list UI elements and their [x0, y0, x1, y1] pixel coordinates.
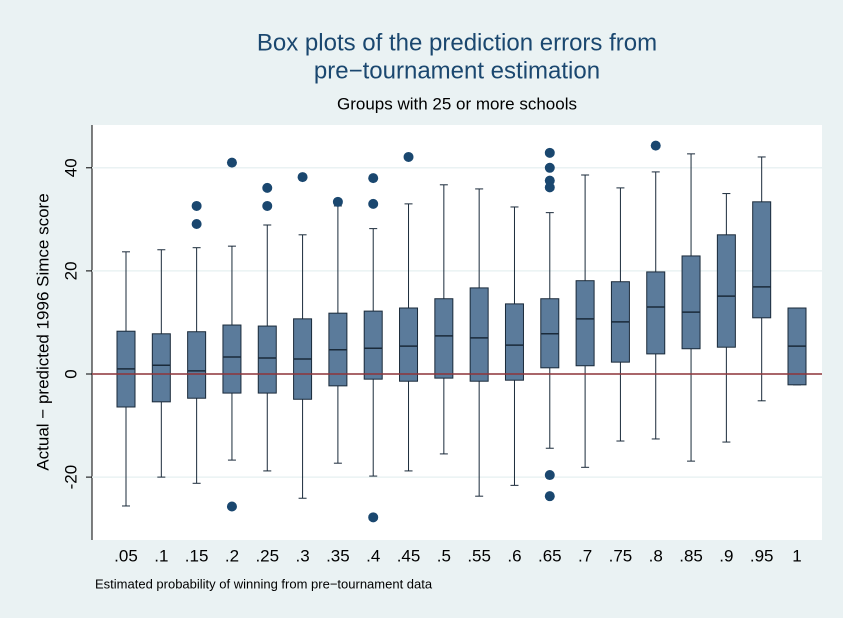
outlier: [544, 491, 555, 502]
box: [716, 234, 736, 348]
x-tick-label: .8: [649, 546, 663, 565]
box: [151, 333, 171, 403]
chart-title: Box plots of the prediction errors from: [257, 29, 657, 56]
x-tick-label: .85: [679, 546, 703, 565]
x-tick-label: .25: [255, 546, 279, 565]
outlier: [368, 198, 379, 209]
box: [575, 280, 595, 367]
x-axis-title: Estimated probability of winning from pr…: [95, 576, 433, 591]
outlier: [544, 182, 555, 193]
x-tick-label: .1: [154, 546, 168, 565]
box: [257, 325, 277, 394]
outlier: [332, 196, 343, 207]
x-tick-label: .7: [578, 546, 592, 565]
x-tick-label: .55: [467, 546, 491, 565]
x-tick-label: .75: [609, 546, 633, 565]
outlier: [191, 200, 202, 211]
x-tick-label: .15: [185, 546, 209, 565]
x-tick-label: .45: [397, 546, 421, 565]
outlier: [297, 172, 308, 183]
chart-title: pre−tournament estimation: [314, 57, 600, 84]
y-tick-label: 0: [61, 369, 80, 378]
box: [681, 255, 701, 350]
x-tick-label: .5: [437, 546, 451, 565]
x-tick-label: .05: [114, 546, 138, 565]
outlier: [650, 140, 661, 151]
outlier: [191, 218, 202, 229]
box: [222, 324, 242, 394]
box: [646, 271, 666, 355]
outlier: [262, 200, 273, 211]
outlier: [403, 151, 414, 162]
outlier: [226, 157, 237, 168]
x-tick-label: .65: [538, 546, 562, 565]
outlier: [368, 512, 379, 523]
outlier: [226, 501, 237, 512]
box: [399, 307, 419, 382]
outlier: [544, 147, 555, 158]
x-tick-label: .9: [719, 546, 733, 565]
y-axis-title: Actual − predicted 1996 Simce score: [33, 193, 52, 470]
x-tick-label: .6: [507, 546, 521, 565]
y-tick-label: -20: [61, 465, 80, 490]
outlier: [544, 162, 555, 173]
outlier: [544, 470, 555, 481]
box: [752, 201, 772, 319]
outlier: [368, 173, 379, 184]
box: [187, 331, 207, 399]
y-tick-label: 40: [61, 158, 80, 177]
box: [434, 298, 454, 379]
x-tick-label: .3: [295, 546, 309, 565]
box: [504, 303, 524, 381]
y-tick-label: 20: [61, 261, 80, 280]
x-tick-label: .4: [366, 546, 380, 565]
box: [363, 310, 383, 380]
x-tick-label: 1: [792, 546, 801, 565]
x-tick-label: .2: [225, 546, 239, 565]
x-tick-label: .95: [750, 546, 774, 565]
outlier: [262, 182, 273, 193]
x-tick-label: .35: [326, 546, 350, 565]
box: [469, 287, 489, 382]
chart-subtitle: Groups with 25 or more schools: [337, 94, 577, 113]
